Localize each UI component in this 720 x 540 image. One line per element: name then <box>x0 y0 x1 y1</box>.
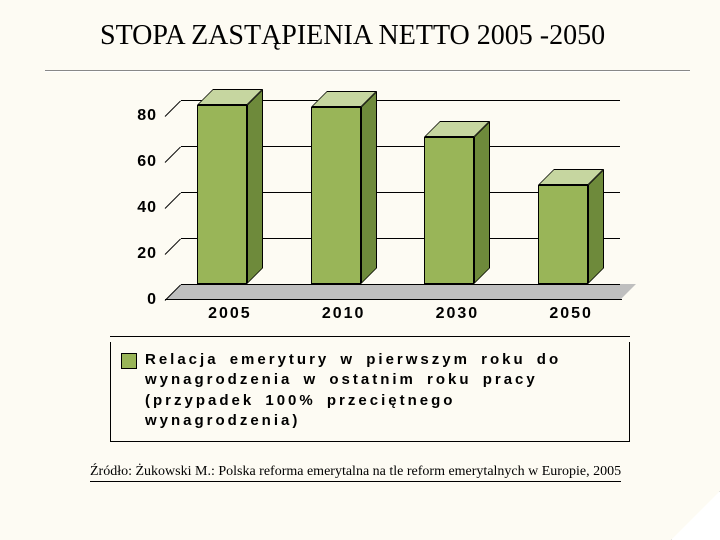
x-tick-label: 2030 <box>436 305 480 323</box>
legend-top-border <box>110 336 630 337</box>
bar <box>538 185 588 284</box>
y-tick-label: 0 <box>147 291 157 309</box>
legend: Relacja emerytury w pierwszym roku do wy… <box>110 342 630 442</box>
slide: STOPA ZASTĄPIENIA NETTO 2005 -2050 02040… <box>0 0 720 540</box>
source-citation: Źródło: Żukowski M.: Polska reforma emer… <box>90 464 621 482</box>
bar-chart: 020406080 2005201020302050 <box>110 100 630 335</box>
gridline-depth <box>165 239 181 255</box>
legend-label: Relacja emerytury w pierwszym roku do wy… <box>145 350 619 431</box>
x-tick-label: 2010 <box>322 305 366 323</box>
legend-swatch <box>121 353 137 369</box>
title-underline <box>45 70 690 71</box>
gridline-depth <box>165 193 181 209</box>
y-tick-label: 40 <box>137 199 157 217</box>
slide-title: STOPA ZASTĄPIENIA NETTO 2005 -2050 <box>100 20 680 52</box>
legend-item: Relacja emerytury w pierwszym roku do wy… <box>121 350 619 431</box>
x-tick-label: 2005 <box>208 305 252 323</box>
gridline-depth <box>165 147 181 163</box>
bar <box>424 137 474 284</box>
page-curl-icon <box>671 491 720 540</box>
gridline-depth <box>165 101 181 117</box>
plot-area: 020406080 <box>165 100 620 300</box>
bar <box>311 107 361 284</box>
chart-floor <box>165 284 636 300</box>
y-tick-label: 60 <box>137 153 157 171</box>
x-tick-label: 2050 <box>549 305 593 323</box>
x-axis <box>165 299 622 300</box>
bar <box>197 105 247 284</box>
y-tick-label: 80 <box>137 107 157 125</box>
y-tick-label: 20 <box>137 245 157 263</box>
